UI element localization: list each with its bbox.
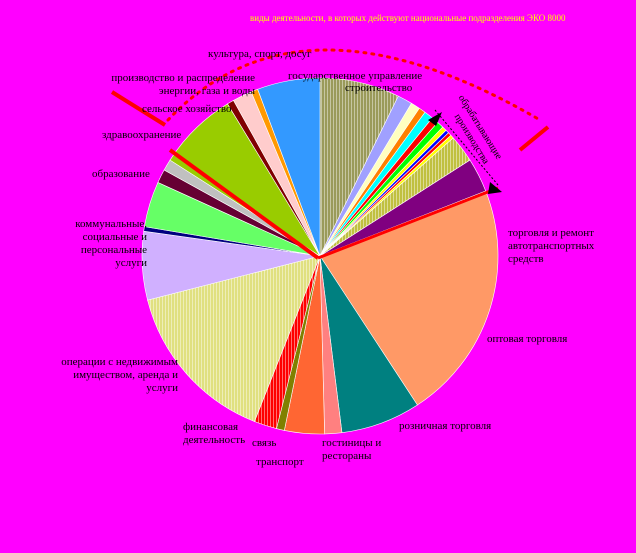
chart-note: виды деятельности, в которых действуют н… <box>250 12 566 24</box>
pie-slice-hatch-18 <box>254 256 320 429</box>
label-culture: культура, спорт, досуг <box>208 48 312 60</box>
label-comm: связь <box>252 437 277 449</box>
label-agri: сельское хозяйство <box>142 103 232 115</box>
label-autotrade: торговля и ремонт автотранспортных средс… <box>508 227 595 265</box>
label-construction: строительство <box>345 82 413 94</box>
pie-slice-13 <box>319 190 499 406</box>
label-wholesale: оптовая торговля <box>487 333 568 345</box>
label-edu: образование <box>92 168 150 180</box>
label-energy: производство и распределение энергии, га… <box>111 72 255 97</box>
pie-slice-hatch-0 <box>320 78 399 256</box>
label-realty: операции с недвижимым имуществом, аренда… <box>61 356 178 394</box>
annotation-arrows <box>110 48 550 260</box>
label-retail: розничная торговля <box>399 420 492 432</box>
label-communal: коммунальные, социальные и персональные … <box>75 218 147 269</box>
pie-slice-hatch-11 <box>320 137 470 256</box>
label-gov: государственное управление <box>288 70 423 82</box>
note-text: виды деятельности, в которых действуют н… <box>250 13 566 23</box>
label-hotels: гостиницы и рестораны <box>322 437 382 462</box>
pie-slice-hatch-19 <box>147 256 320 422</box>
label-health: здравоохранение <box>102 129 182 141</box>
label-transport: транспорт <box>256 456 304 468</box>
pie-slice-29 <box>257 77 321 257</box>
label-finance: финансовая деятельность <box>183 421 246 446</box>
